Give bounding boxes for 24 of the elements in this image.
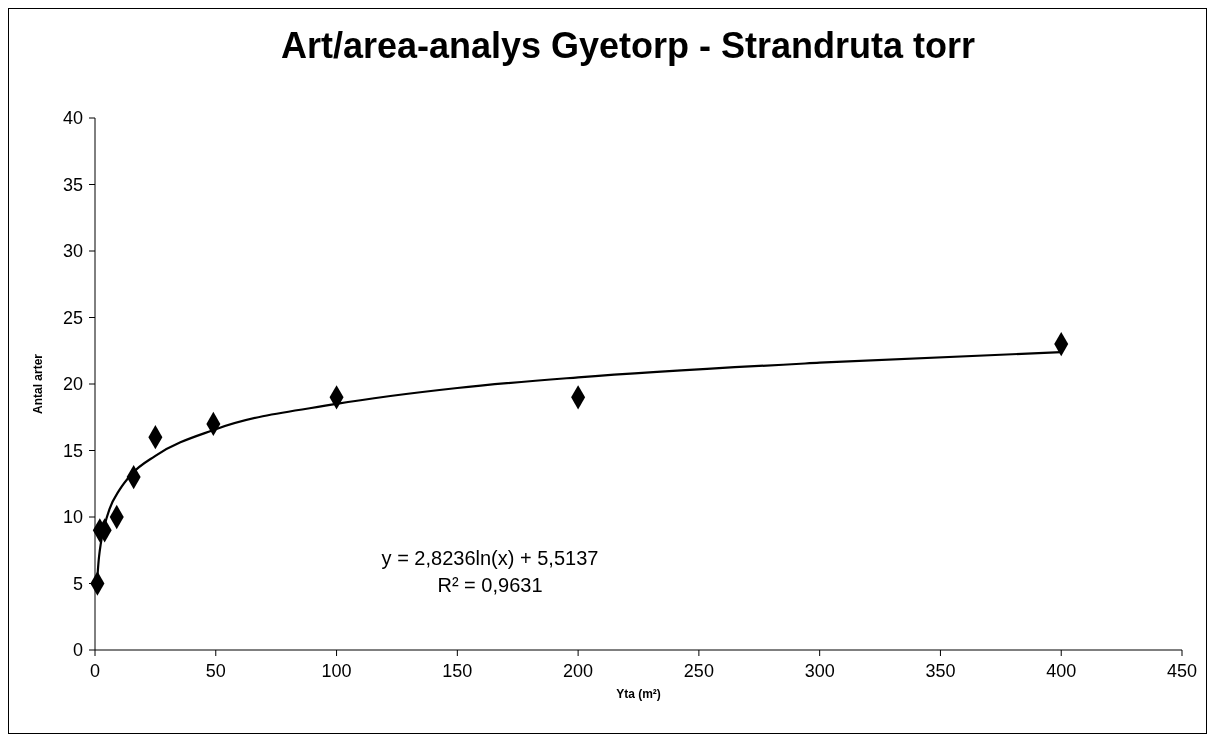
y-tick-label: 20 xyxy=(62,374,83,394)
x-tick-label: 100 xyxy=(321,661,352,681)
x-tick-label: 250 xyxy=(683,661,714,681)
x-tick-label: 200 xyxy=(563,661,594,681)
x-tick-label: 300 xyxy=(804,661,835,681)
y-tick-label: 40 xyxy=(62,108,83,128)
x-tick-label: 150 xyxy=(442,661,473,681)
annotation: R² = 0,9631 xyxy=(437,574,543,596)
x-tick-label: 400 xyxy=(1046,661,1077,681)
y-tick-label: 5 xyxy=(72,573,83,594)
y-tick-label: 15 xyxy=(62,440,83,461)
y-tick-label: 35 xyxy=(62,174,83,195)
x-tick-label: 350 xyxy=(925,661,956,681)
x-axis-title: Yta (m²) xyxy=(616,687,661,701)
x-tick-label: 0 xyxy=(89,661,101,681)
y-axis-title: Antal arter xyxy=(31,353,45,415)
chart-title: Art/area-analys Gyetorp - Strandruta torr xyxy=(280,25,976,66)
y-tick-label: 10 xyxy=(62,507,83,527)
x-tick-label: 50 xyxy=(205,661,226,681)
y-tick-label: 25 xyxy=(62,307,83,328)
annotation: y = 2,8236ln(x) + 5,5137 xyxy=(381,547,599,569)
y-tick-label: 0 xyxy=(72,640,83,660)
y-tick-label: 30 xyxy=(62,241,83,261)
x-tick-label: 450 xyxy=(1166,661,1198,681)
